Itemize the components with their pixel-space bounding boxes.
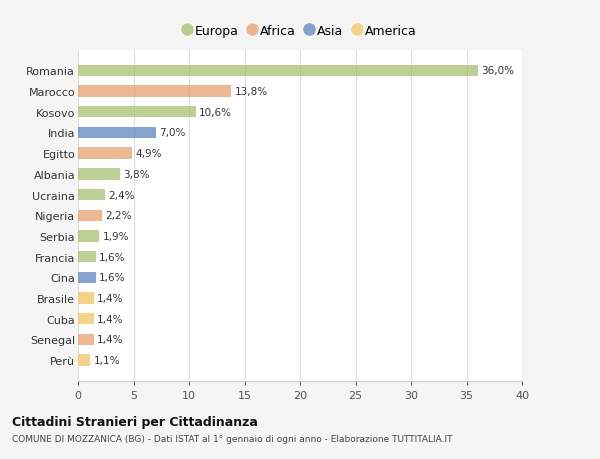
Bar <box>78 334 94 345</box>
Text: 1,4%: 1,4% <box>97 335 124 345</box>
Bar <box>78 107 196 118</box>
Text: 1,4%: 1,4% <box>97 314 124 324</box>
Text: 1,6%: 1,6% <box>99 273 125 283</box>
Text: 10,6%: 10,6% <box>199 107 232 118</box>
Bar <box>78 148 133 159</box>
Bar <box>78 86 231 97</box>
Bar <box>78 190 104 201</box>
Bar <box>78 355 90 366</box>
Bar <box>78 231 99 242</box>
Bar <box>78 210 103 221</box>
Text: Cittadini Stranieri per Cittadinanza: Cittadini Stranieri per Cittadinanza <box>12 415 258 428</box>
Text: 1,4%: 1,4% <box>97 293 124 303</box>
Text: 36,0%: 36,0% <box>481 66 514 76</box>
Text: 2,2%: 2,2% <box>106 211 132 221</box>
Text: 3,8%: 3,8% <box>124 169 150 179</box>
Text: 7,0%: 7,0% <box>159 128 185 138</box>
Text: COMUNE DI MOZZANICA (BG) - Dati ISTAT al 1° gennaio di ogni anno - Elaborazione : COMUNE DI MOZZANICA (BG) - Dati ISTAT al… <box>12 434 452 443</box>
Text: 13,8%: 13,8% <box>235 87 268 97</box>
Text: 1,9%: 1,9% <box>103 231 129 241</box>
Text: 2,4%: 2,4% <box>108 190 134 200</box>
Text: 4,9%: 4,9% <box>136 149 162 159</box>
Bar <box>78 293 94 304</box>
Text: 1,1%: 1,1% <box>94 355 120 365</box>
Bar <box>78 128 156 139</box>
Legend: Europa, Africa, Asia, America: Europa, Africa, Asia, America <box>179 20 421 43</box>
Bar <box>78 169 120 180</box>
Bar <box>78 313 94 325</box>
Bar <box>78 252 96 263</box>
Bar <box>78 272 96 283</box>
Bar <box>78 66 478 77</box>
Text: 1,6%: 1,6% <box>99 252 125 262</box>
